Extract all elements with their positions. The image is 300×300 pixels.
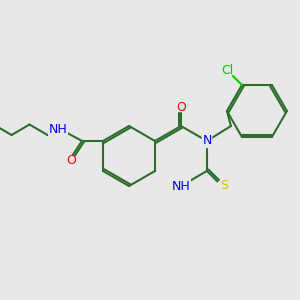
Text: NH: NH [172, 179, 190, 193]
Text: Cl: Cl [221, 64, 234, 77]
Text: N: N [202, 134, 212, 148]
Text: NH: NH [49, 122, 68, 136]
Text: S: S [220, 178, 228, 192]
Text: O: O [176, 100, 186, 114]
Text: O: O [67, 154, 76, 167]
